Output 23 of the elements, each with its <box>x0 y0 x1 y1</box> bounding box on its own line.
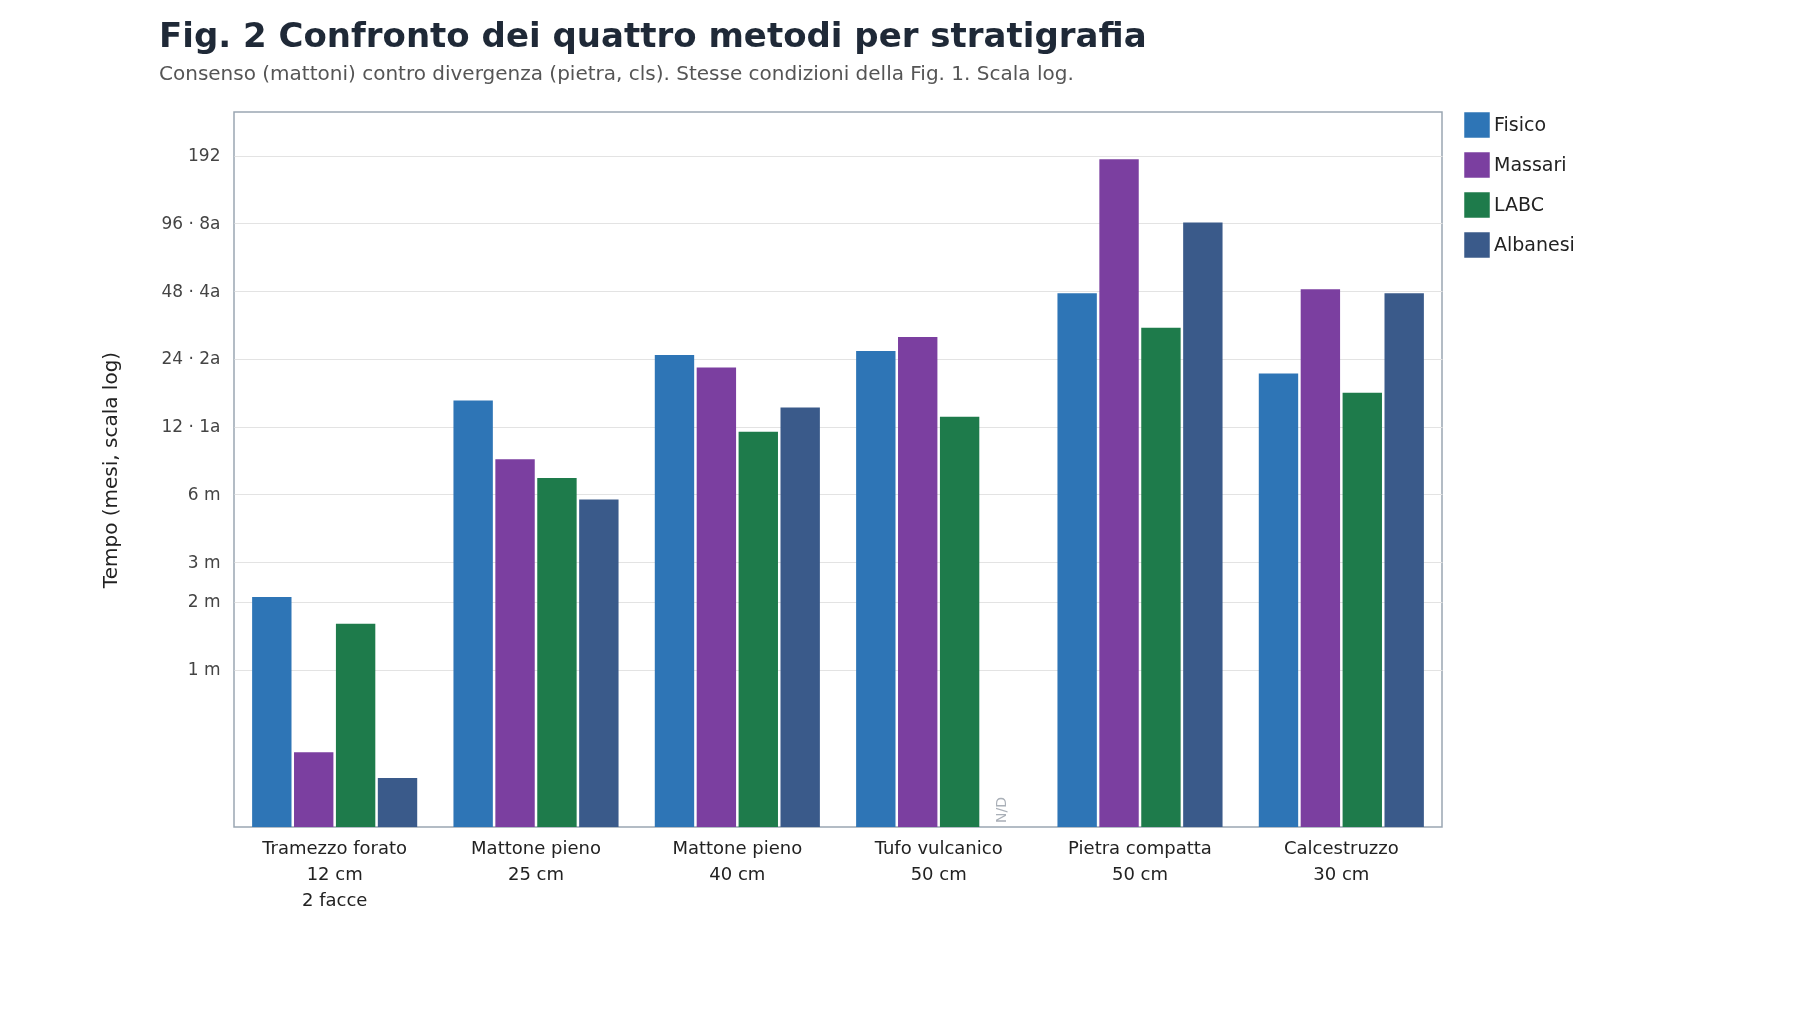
legend-label: Massari <box>1494 153 1567 175</box>
x-tick-label: Mattone pieno 40 cm <box>672 836 803 884</box>
y-tick-label: 2 m <box>187 591 221 612</box>
y-tick-label: 1 m <box>187 659 221 680</box>
legend-label: LABC <box>1494 193 1544 215</box>
y-tick-label: 6 m <box>187 483 221 504</box>
chart-subtitle: Consenso (mattoni) contro divergenza (pietra, cls). Stesse condizioni della Fig. 1. Scala log. <box>159 61 1074 85</box>
x-tick-label: Pietra compatta 50 cm <box>1068 836 1212 884</box>
y-tick-label: 12 · 1a <box>161 416 221 437</box>
y-tick-label: 3 m <box>187 551 221 572</box>
chart-title: Fig. 2 Confronto dei quattro metodi per stratigrafia <box>159 15 1147 55</box>
legend-label: Fisico <box>1494 113 1547 135</box>
legend-label: Albanesi <box>1494 233 1575 255</box>
annotation: N/D <box>992 797 1009 823</box>
y-axis-title: Tempo (mesi, scala log) <box>98 351 123 590</box>
y-tick-label: 48 · 4a <box>161 280 221 301</box>
y-tick-label: 192 <box>188 145 221 166</box>
x-tick-label: Mattone pieno 25 cm <box>471 836 601 884</box>
x-tick-label: Tufo vulcanico 50 cm <box>873 836 1003 884</box>
x-tick-label: Calcestruzzo 30 cm <box>1283 836 1399 884</box>
x-tick-label: Tramezzo forato 12 cm 2 facce <box>261 836 408 910</box>
y-tick-label: 96 · 8a <box>161 212 221 233</box>
y-tick-label: 24 · 2a <box>161 348 221 369</box>
